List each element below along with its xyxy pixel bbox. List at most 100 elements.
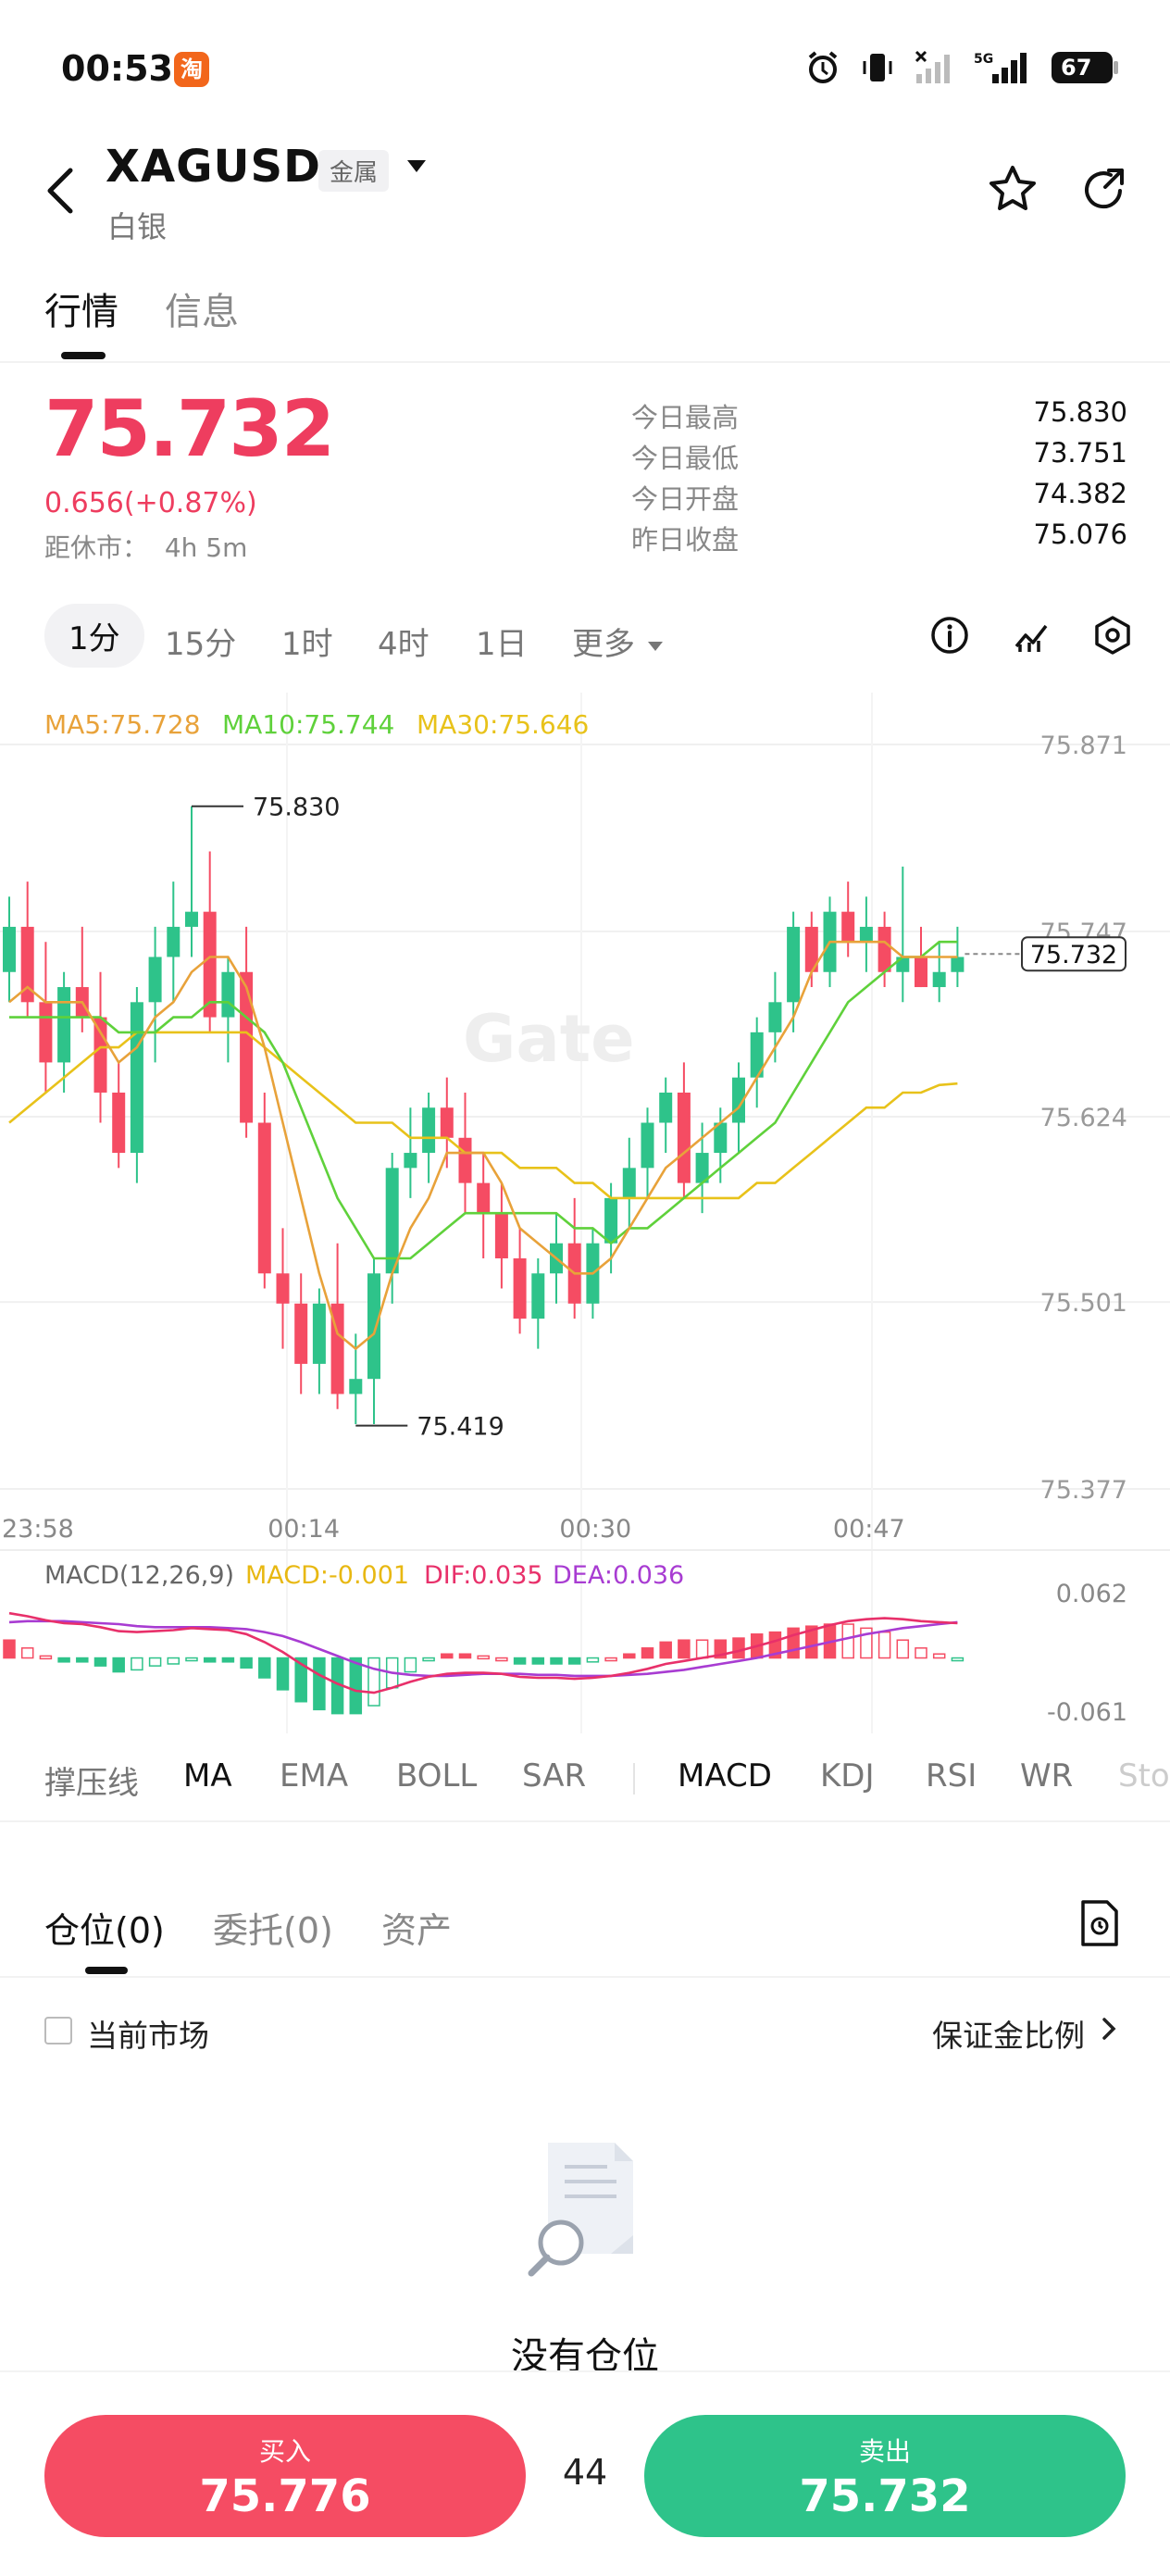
candle-body bbox=[349, 1379, 363, 1394]
candle-body bbox=[714, 1122, 728, 1154]
divider bbox=[0, 361, 1170, 363]
macd-histogram-bar bbox=[422, 1657, 435, 1662]
ma10-line bbox=[9, 940, 958, 1260]
macd-histogram-bar bbox=[513, 1657, 527, 1665]
price-chart[interactable]: Gate 0.062-0.061 75.87175.74775.62475.50… bbox=[0, 693, 1170, 1733]
tab-positions[interactable]: 仓位(0) bbox=[44, 1910, 165, 1951]
timeframe-15m[interactable]: 15分 bbox=[165, 626, 237, 663]
timeframe-1d[interactable]: 1日 bbox=[476, 626, 528, 663]
macd-histogram-bar bbox=[57, 1657, 70, 1663]
tab-market[interactable]: 行情 bbox=[44, 291, 118, 333]
macd-histogram-bar bbox=[659, 1641, 672, 1659]
stat-low-label: 今日最低 bbox=[631, 443, 740, 474]
indicator-macd[interactable]: MACD bbox=[678, 1757, 772, 1794]
order-history-button[interactable] bbox=[1077, 1898, 1122, 1952]
macd-histogram-bar bbox=[313, 1657, 326, 1711]
macd-histogram-bar bbox=[203, 1657, 217, 1663]
candle-body bbox=[859, 926, 873, 943]
macd-histogram-bar bbox=[841, 1623, 854, 1659]
indicator-ma[interactable]: MA bbox=[183, 1757, 232, 1794]
current-price-tag bbox=[1021, 936, 1126, 972]
macd-histogram-bar bbox=[458, 1653, 472, 1659]
candle-body bbox=[257, 1122, 271, 1274]
margin-ratio-chevron[interactable] bbox=[1100, 2015, 1118, 2046]
indicator-ema[interactable]: EMA bbox=[280, 1757, 349, 1794]
candle-body bbox=[787, 926, 801, 1003]
ma30-label: MA30:75.646 bbox=[417, 709, 590, 740]
watermark: Gate bbox=[463, 1001, 635, 1077]
signal-5g-icon: 5G bbox=[974, 52, 1027, 83]
stat-open-value: 74.382 bbox=[1033, 478, 1127, 509]
history-document-icon bbox=[1081, 1900, 1118, 1946]
back-button[interactable] bbox=[43, 163, 80, 219]
macd-histogram-bar bbox=[531, 1657, 545, 1665]
ma5-label: MA5:75.728 bbox=[44, 709, 201, 740]
timeframe-1m[interactable]: 1分 bbox=[44, 604, 144, 668]
current-market-label[interactable]: 当前市场 bbox=[87, 2018, 209, 2054]
tab-assets[interactable]: 资产 bbox=[381, 1910, 453, 1951]
empty-positions-illustration bbox=[526, 2139, 655, 2282]
candle-body bbox=[130, 1002, 143, 1154]
indicator-kdj[interactable]: KDJ bbox=[820, 1757, 875, 1794]
stat-open-label: 今日开盘 bbox=[631, 483, 740, 515]
candle-body bbox=[622, 1168, 636, 1198]
tab-orders[interactable]: 委托(0) bbox=[213, 1910, 333, 1951]
current-market-checkbox[interactable] bbox=[44, 2017, 72, 2045]
timeframe-more[interactable]: 更多 bbox=[572, 619, 666, 664]
macd-histogram-bar bbox=[404, 1657, 417, 1673]
y-tick-label: 75.624 bbox=[1040, 1104, 1127, 1132]
stat-prev-close-label: 昨日收盘 bbox=[631, 524, 740, 556]
symbol-title: XAGUSD bbox=[106, 141, 321, 193]
macd-histogram-bar bbox=[258, 1657, 271, 1679]
indicator-wr[interactable]: WR bbox=[1020, 1757, 1074, 1794]
candlesticks bbox=[3, 806, 965, 1425]
macd-histogram-bar bbox=[112, 1657, 125, 1673]
indicator-boll[interactable]: BOLL bbox=[396, 1757, 478, 1794]
macd-histogram-bar bbox=[695, 1639, 709, 1659]
symbol-dropdown[interactable] bbox=[404, 156, 429, 181]
indicator-settings-button[interactable] bbox=[1011, 615, 1052, 659]
symbol-name: 白银 bbox=[107, 209, 168, 244]
macd-histogram-bar bbox=[167, 1657, 180, 1665]
macd-histogram-bar bbox=[148, 1657, 162, 1667]
star-icon bbox=[990, 166, 1036, 210]
indicator-support-resistance[interactable]: 撑压线 bbox=[44, 1765, 139, 1802]
y-tick-label: 75.871 bbox=[1040, 732, 1127, 760]
macd-histogram-bar bbox=[495, 1657, 508, 1662]
indicator-sar[interactable]: SAR bbox=[522, 1757, 587, 1794]
indicator-rsi[interactable]: RSI bbox=[926, 1757, 977, 1794]
candle-body bbox=[513, 1257, 527, 1319]
chart-info-button[interactable] bbox=[929, 615, 970, 659]
last-price: 75.732 bbox=[44, 383, 335, 474]
alarm-icon bbox=[808, 51, 838, 83]
macd-histogram-bar bbox=[367, 1657, 380, 1707]
buy-button[interactable]: 买入 75.776 bbox=[44, 2415, 526, 2537]
macd-histogram-bar bbox=[604, 1657, 617, 1662]
caret-down-icon bbox=[407, 160, 426, 172]
candle-body bbox=[112, 1092, 126, 1154]
macd-histogram-bar bbox=[586, 1657, 600, 1663]
sell-button[interactable]: 卖出 75.732 bbox=[644, 2415, 1126, 2537]
favorite-button[interactable] bbox=[987, 163, 1039, 219]
timeframe-4h[interactable]: 4时 bbox=[378, 626, 429, 663]
candle-body bbox=[422, 1107, 436, 1154]
timeframe-1h[interactable]: 1时 bbox=[281, 626, 333, 663]
timeframe-more-label: 更多 bbox=[572, 626, 635, 663]
chevron-left-icon bbox=[47, 168, 73, 214]
margin-ratio-link[interactable]: 保证金比例 bbox=[932, 2018, 1085, 2054]
gear-icon bbox=[1095, 616, 1130, 655]
macd-histogram-bar bbox=[623, 1653, 636, 1659]
candle-body bbox=[57, 987, 71, 1063]
share-button[interactable] bbox=[1079, 163, 1131, 219]
taobao-notification-icon: 淘 bbox=[174, 52, 209, 87]
tab-info[interactable]: 信息 bbox=[165, 291, 239, 333]
tab-underline bbox=[61, 352, 106, 359]
line-chart-icon bbox=[1014, 624, 1048, 652]
chart-settings-button[interactable] bbox=[1092, 615, 1133, 659]
macd-value: MACD:-0.001 bbox=[245, 1561, 410, 1590]
candle-body bbox=[385, 1168, 399, 1274]
indicator-stochrsi[interactable]: StochRSI bbox=[1118, 1757, 1170, 1794]
macd-histogram-bar bbox=[3, 1639, 16, 1659]
macd-histogram-bar bbox=[768, 1631, 782, 1659]
